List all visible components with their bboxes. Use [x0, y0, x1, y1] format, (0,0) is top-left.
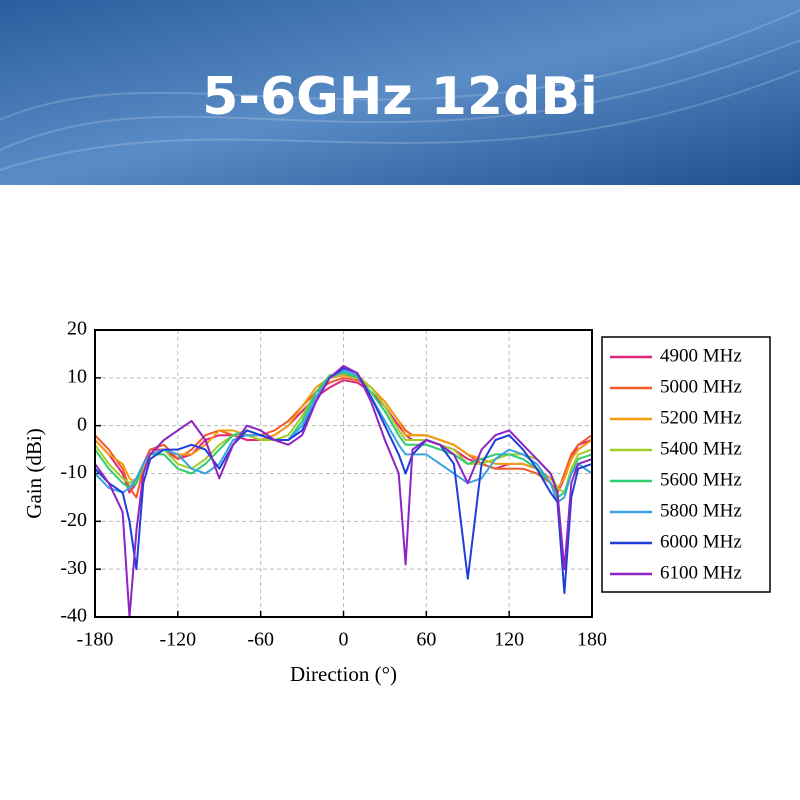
- x-tick-label: -180: [77, 629, 114, 651]
- legend-label: 5000 MHz: [660, 376, 742, 397]
- y-tick-label: -20: [60, 509, 87, 531]
- y-tick-label: -40: [60, 605, 87, 627]
- series-line: [94, 372, 593, 499]
- x-tick-label: -120: [159, 629, 196, 651]
- banner-decoration: [0, 9, 800, 171]
- y-tick-label: -30: [60, 557, 87, 579]
- legend-label: 5800 MHz: [660, 500, 742, 521]
- legend-box: [601, 336, 771, 593]
- legend-label: 5400 MHz: [660, 438, 742, 459]
- x-tick-label: 120: [494, 629, 524, 651]
- series-line: [94, 367, 593, 595]
- series-line: [94, 364, 593, 618]
- chart: -40 -30 -20 -10 0 10 20 -180 -120 -60 0 60 120 180 Dir…: [22, 318, 771, 686]
- legend-label: 5600 MHz: [660, 469, 742, 490]
- legend-label: 6000 MHz: [660, 531, 742, 552]
- banner: [0, 0, 800, 185]
- x-tick-label: 60: [416, 629, 436, 651]
- x-tick-label: 180: [577, 629, 607, 651]
- y-tick-label: -10: [60, 461, 87, 483]
- x-tick-label: -60: [247, 629, 274, 651]
- plot-frame: [94, 329, 593, 618]
- y-tick-label: 10: [67, 365, 87, 387]
- series-line: [94, 372, 593, 494]
- y-tick-label: 0: [77, 413, 87, 435]
- y-axis-label: Gain (dBi): [22, 428, 46, 518]
- banner-title: 5-6GHz 12dBi: [202, 67, 598, 127]
- legend-label: 5200 MHz: [660, 407, 742, 428]
- x-tick-label: 0: [339, 629, 349, 651]
- legend-label: 4900 MHz: [660, 345, 742, 366]
- y-tick-label: 20: [67, 318, 87, 340]
- series-line: [94, 376, 593, 499]
- x-axis-label: Direction (°): [290, 662, 397, 686]
- legend-label: 6100 MHz: [660, 562, 742, 583]
